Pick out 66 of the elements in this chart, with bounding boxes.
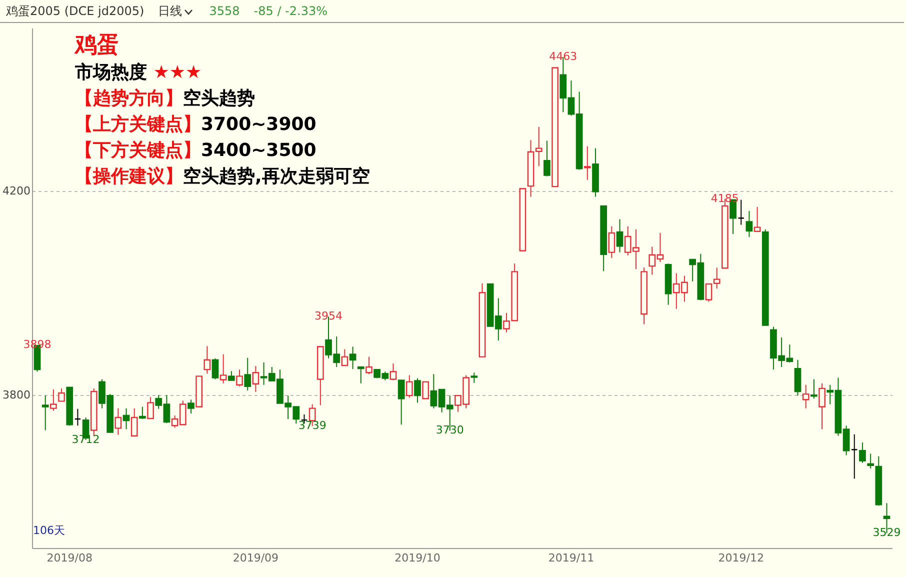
candlestick — [204, 346, 211, 374]
candlestick — [228, 370, 235, 382]
candlestick — [608, 226, 616, 258]
candlestick — [366, 356, 372, 375]
candlestick — [390, 362, 397, 381]
annotation: 3529 — [872, 526, 901, 540]
candlestick — [746, 210, 753, 238]
annotation: 106天 — [33, 523, 65, 538]
annotation: 3730 — [436, 424, 464, 437]
x-tick-label: 2019/08 — [46, 552, 92, 564]
candlestick — [794, 359, 802, 396]
candlestick — [584, 146, 591, 180]
annotation: 3739 — [298, 419, 326, 432]
candlestick — [341, 348, 348, 366]
candlestick — [406, 374, 413, 398]
candlestick — [357, 366, 364, 384]
candlestick — [188, 399, 194, 414]
candlestick — [130, 408, 138, 436]
annotation: 【操作建议】空头趋势,再次走弱可空 — [75, 166, 370, 187]
y-tick-label: 4200 — [2, 184, 30, 198]
candlestick — [50, 388, 57, 412]
x-tick-label: 2019/10 — [394, 552, 440, 564]
candlestick — [859, 442, 866, 464]
candlestick — [422, 381, 430, 400]
text: -85 / -2.33% — [254, 4, 328, 18]
candlestick — [850, 434, 858, 480]
x-tick-label: 2019/11 — [548, 552, 594, 564]
x-tick-label: 2019/12 — [718, 552, 764, 564]
y-tick-label: 3800 — [2, 388, 30, 402]
candlestick — [139, 406, 146, 420]
candlestick — [470, 372, 478, 384]
annotation: 市场热度 ★★★ — [75, 62, 202, 83]
text: 鸡蛋2005 (DCE jd2005) — [6, 4, 144, 18]
candlestick — [236, 369, 243, 387]
candlestick — [212, 358, 219, 380]
candlestick — [818, 382, 826, 430]
candlestick — [802, 384, 810, 409]
chart-title: 鸡蛋 — [75, 32, 120, 60]
candlestick — [867, 453, 874, 469]
annotation: 【上方关键点】3700~3900 — [75, 114, 316, 135]
candlestick — [544, 140, 550, 177]
candlestick — [244, 357, 252, 391]
text: 3558 — [209, 4, 240, 18]
text: 日线 — [158, 4, 182, 18]
candlestick — [74, 408, 82, 426]
candlestick — [754, 206, 761, 232]
annotation: 3954 — [314, 310, 343, 323]
candlestick — [349, 346, 356, 370]
candlestick — [616, 218, 624, 253]
candlestick — [114, 408, 122, 436]
candlestick — [738, 199, 745, 226]
candlestick — [122, 408, 130, 430]
candlestick — [414, 378, 421, 404]
candlestick — [398, 380, 405, 426]
annotation: 4185 — [710, 192, 739, 205]
candlestick — [252, 366, 260, 392]
candlestick — [810, 378, 818, 400]
candlestick — [58, 388, 65, 402]
annotation: 【趋势方向】空头趋势 — [75, 88, 255, 109]
candlestick — [147, 396, 154, 420]
annotation: 【下方关键点】3400~3500 — [75, 140, 316, 161]
annotation: 3898 — [23, 338, 52, 352]
x-tick-label: 2019/09 — [232, 552, 279, 564]
candlestick — [42, 395, 49, 431]
candlestick — [220, 354, 227, 384]
annotation: 4463 — [549, 50, 578, 64]
